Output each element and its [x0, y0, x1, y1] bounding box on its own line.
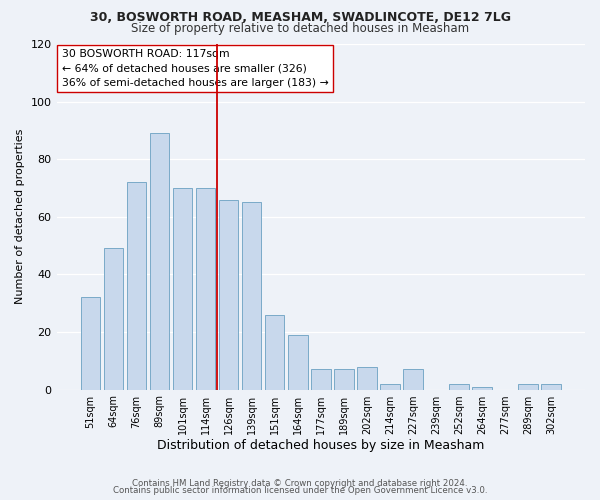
Bar	[311, 370, 331, 390]
Bar	[403, 370, 423, 390]
Bar	[242, 202, 262, 390]
Bar	[380, 384, 400, 390]
Bar	[518, 384, 538, 390]
Bar	[173, 188, 193, 390]
Text: 30, BOSWORTH ROAD, MEASHAM, SWADLINCOTE, DE12 7LG: 30, BOSWORTH ROAD, MEASHAM, SWADLINCOTE,…	[89, 11, 511, 24]
Bar	[127, 182, 146, 390]
Y-axis label: Number of detached properties: Number of detached properties	[15, 129, 25, 304]
Bar	[149, 134, 169, 390]
Bar	[541, 384, 561, 390]
Bar	[196, 188, 215, 390]
Bar	[288, 335, 308, 390]
Text: 30 BOSWORTH ROAD: 117sqm
← 64% of detached houses are smaller (326)
36% of semi-: 30 BOSWORTH ROAD: 117sqm ← 64% of detach…	[62, 49, 329, 88]
Bar	[449, 384, 469, 390]
Bar	[104, 248, 123, 390]
Bar	[219, 200, 238, 390]
Text: Size of property relative to detached houses in Measham: Size of property relative to detached ho…	[131, 22, 469, 35]
Text: Contains HM Land Registry data © Crown copyright and database right 2024.: Contains HM Land Registry data © Crown c…	[132, 478, 468, 488]
Text: Contains public sector information licensed under the Open Government Licence v3: Contains public sector information licen…	[113, 486, 487, 495]
Bar	[265, 314, 284, 390]
Bar	[334, 370, 353, 390]
Bar	[357, 366, 377, 390]
X-axis label: Distribution of detached houses by size in Measham: Distribution of detached houses by size …	[157, 440, 484, 452]
Bar	[80, 298, 100, 390]
Bar	[472, 386, 492, 390]
